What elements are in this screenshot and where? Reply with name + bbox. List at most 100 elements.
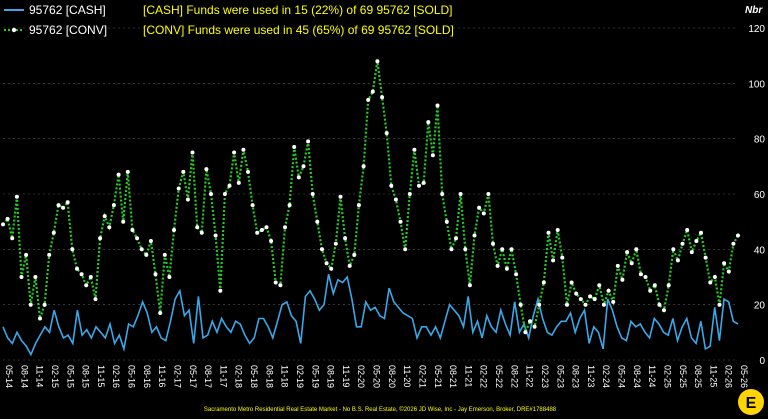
data-point — [726, 269, 731, 274]
data-point — [273, 280, 278, 285]
data-point — [717, 302, 722, 307]
data-point — [121, 219, 126, 224]
data-point — [338, 194, 343, 199]
data-point — [111, 203, 116, 208]
x-tick-label: 08-23 — [571, 365, 581, 388]
x-tick-label: 02-26 — [724, 365, 734, 388]
data-point — [93, 297, 98, 302]
data-point — [195, 225, 200, 230]
data-point — [320, 247, 324, 252]
y-tick-label: 40 — [754, 245, 766, 256]
data-point — [38, 316, 42, 321]
data-point — [47, 252, 52, 257]
data-point — [523, 330, 528, 335]
data-point — [185, 197, 190, 202]
data-point — [467, 283, 472, 288]
y-tick-labels: 0 20 40 60 80 100 120 — [748, 24, 765, 367]
data-point — [246, 169, 250, 174]
data-point — [606, 288, 611, 293]
x-tick-label: 02-21 — [417, 365, 427, 388]
brand-logo: E — [738, 389, 764, 415]
x-tick-label: 02-18 — [234, 365, 244, 388]
data-point — [42, 302, 47, 307]
data-point — [209, 192, 213, 196]
data-point — [144, 252, 149, 257]
data-point — [458, 192, 463, 196]
data-point — [10, 236, 15, 241]
data-point — [629, 261, 634, 266]
data-point — [532, 324, 537, 329]
x-tick-label: 08-14 — [19, 365, 29, 388]
data-point — [70, 247, 75, 252]
data-point — [301, 164, 306, 169]
data-point — [398, 219, 403, 224]
x-tick-label: 11-15 — [96, 365, 106, 387]
x-tick-label: 02-16 — [111, 365, 121, 388]
y-tick-label: 20 — [754, 301, 766, 312]
data-point — [417, 183, 421, 188]
data-point — [675, 258, 680, 263]
data-point — [708, 280, 713, 285]
data-point — [518, 302, 523, 307]
data-point — [343, 236, 348, 241]
x-tick-label: 05-26 — [739, 365, 749, 388]
data-point — [528, 319, 532, 324]
x-tick-label: 05-23 — [555, 365, 565, 388]
data-point — [440, 192, 445, 196]
footer-credit: Sacramento Metro Residential Real Estate… — [204, 406, 557, 413]
data-point — [61, 205, 66, 210]
conv-series — [1, 59, 740, 337]
cash-series — [2, 274, 739, 357]
y-tick-label: 60 — [754, 190, 766, 201]
data-point — [703, 255, 708, 260]
data-point — [569, 280, 574, 285]
data-point — [347, 263, 352, 268]
data-point — [486, 192, 491, 196]
legend: 95762 [CASH] 95762 [CONV] — [4, 3, 107, 37]
x-tick-label: 05-22 — [494, 365, 504, 388]
data-point — [514, 272, 519, 277]
cash-series-line — [2, 274, 739, 357]
x-tick-label: 05-20 — [372, 365, 382, 388]
data-point — [315, 219, 320, 224]
x-tick-label: 08-19 — [326, 365, 336, 388]
data-point — [426, 120, 431, 125]
x-tick-label: 05-14 — [4, 365, 14, 388]
logo-letter: E — [746, 395, 757, 412]
data-point — [454, 236, 458, 241]
x-tick-label: 08-21 — [448, 365, 458, 388]
data-point — [412, 147, 417, 152]
data-point — [565, 302, 569, 307]
data-point — [509, 247, 514, 252]
data-point — [278, 283, 283, 288]
data-point — [634, 247, 639, 252]
data-point — [56, 203, 61, 208]
data-point — [625, 250, 630, 255]
x-tick-label: 02-25 — [662, 365, 672, 388]
x-tick-label: 02-23 — [540, 365, 550, 388]
x-tick-label: 11-16 — [157, 365, 167, 387]
data-point — [689, 250, 694, 255]
x-tick-label: 11-21 — [463, 365, 473, 387]
x-tick-label: 11-23 — [586, 365, 596, 387]
data-point — [389, 183, 394, 188]
data-point — [283, 225, 287, 230]
x-tick-label: 02-15 — [50, 365, 60, 388]
data-point — [435, 103, 440, 108]
data-point — [84, 283, 89, 288]
x-tick-label: 11-14 — [35, 365, 45, 387]
data-point — [384, 131, 389, 136]
data-point — [24, 252, 29, 257]
x-tick-label: 08-18 — [264, 365, 274, 388]
data-point — [597, 283, 602, 288]
x-tick-labels: 05-14 08-14 11-14 02-15 05-15 08-15 11-15 02-16… — [4, 365, 749, 388]
data-point — [500, 247, 505, 252]
data-point — [366, 97, 371, 102]
data-point — [615, 263, 620, 268]
data-point — [264, 225, 269, 230]
data-point — [176, 186, 181, 191]
data-point — [292, 145, 297, 149]
data-point — [167, 275, 172, 279]
data-point — [699, 230, 703, 235]
